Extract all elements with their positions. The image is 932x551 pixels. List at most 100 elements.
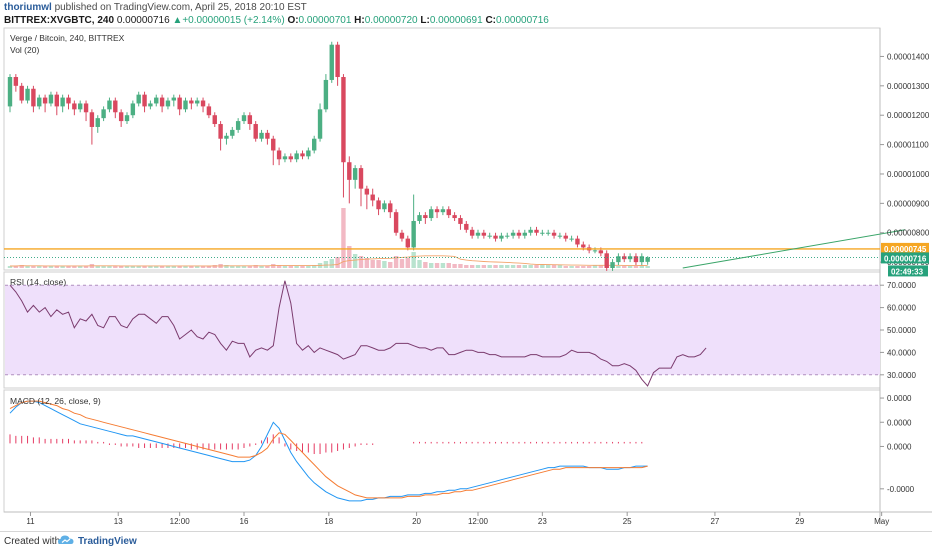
candle-body: [493, 235, 498, 239]
macd-tick-label: 0.0000: [887, 418, 912, 427]
candle-body: [13, 77, 19, 86]
candle-body: [113, 100, 118, 113]
candle-body: [411, 220, 416, 248]
time-tick-label: 11: [26, 517, 35, 526]
volume-bar: [540, 265, 545, 268]
volume-bar: [142, 266, 147, 268]
drawings[interactable]: [4, 229, 906, 269]
candle-body: [622, 256, 627, 260]
price-tick-label: 0.00001100: [887, 141, 929, 150]
candle-body: [89, 112, 95, 127]
candle-body: [165, 100, 171, 107]
volume-bar: [616, 266, 621, 268]
volume-bar: [300, 266, 305, 268]
volume-bar: [148, 266, 153, 268]
volume-bar: [259, 266, 264, 268]
candle-body: [317, 109, 323, 139]
rsi-tick-label: 30.0000: [887, 371, 916, 380]
candle-body: [329, 44, 334, 80]
volume-bar: [487, 265, 492, 268]
volume-bar: [481, 265, 487, 268]
candle-body: [230, 129, 235, 136]
candle-body: [522, 232, 527, 236]
candle-body: [376, 200, 381, 210]
macd-line: [9, 400, 648, 502]
candle-body: [475, 232, 481, 236]
candle-body: [282, 156, 288, 160]
volume-bar: [505, 265, 510, 268]
author-link[interactable]: thoriumwl: [4, 2, 52, 13]
tradingview-brand[interactable]: TradingView: [78, 536, 137, 547]
volume-bar: [253, 265, 258, 268]
candle-body: [118, 112, 124, 122]
candle-body: [341, 77, 346, 163]
volume-bar: [382, 261, 387, 268]
candle-body: [101, 109, 106, 119]
volume-bar: [551, 265, 557, 268]
candle-body: [171, 97, 176, 101]
candle-body: [200, 100, 206, 107]
volume-bar: [347, 246, 352, 268]
candle-body: [54, 94, 59, 107]
symbol-label: BITTREX:XVGBTC, 240: [4, 15, 115, 26]
candle-body: [382, 203, 387, 210]
volume-bar: [399, 259, 405, 268]
candle-body: [633, 256, 639, 263]
volume-bar: [83, 266, 89, 268]
volume-bar: [352, 254, 358, 268]
volume-bar: [306, 266, 311, 268]
high-label: H:: [354, 15, 365, 26]
candle-body: [83, 103, 89, 113]
candle-body: [358, 168, 364, 189]
volume-bar: [276, 265, 282, 268]
volume-bar: [434, 263, 440, 268]
candle-body: [265, 132, 270, 139]
volume-ma-line: [10, 255, 648, 267]
candle-body: [183, 100, 188, 110]
candle-body: [434, 209, 440, 213]
rsi-tick-label: 70.0000: [887, 281, 916, 290]
candle-body: [31, 88, 36, 107]
rsi-band: [5, 285, 880, 375]
volume-bar: [557, 265, 563, 268]
volume-bar: [417, 260, 422, 268]
volume-bar: [31, 266, 36, 268]
volume-indicator-label: Vol (20): [10, 45, 39, 55]
candle-body: [95, 118, 100, 127]
candle-body: [551, 232, 557, 236]
volume-bar: [130, 266, 136, 268]
candle-body: [388, 203, 393, 213]
volume-bar: [195, 266, 200, 268]
volume-bar: [136, 266, 141, 268]
volume-bar: [200, 266, 206, 268]
candle-body: [528, 229, 533, 233]
volume-bar: [452, 264, 457, 268]
candle-body: [505, 235, 510, 237]
price-pane[interactable]: [3, 27, 881, 271]
published-text: published on TradingView.com, April 25, …: [54, 2, 307, 13]
volume-bar: [95, 266, 100, 268]
macd-tick-label: 0.0000: [887, 394, 912, 403]
candle-body: [306, 150, 311, 157]
close-label: C:: [485, 15, 496, 26]
volume-bar: [622, 266, 627, 268]
volume-bar: [72, 266, 77, 268]
candle-body: [464, 223, 469, 230]
candle-body: [581, 244, 586, 248]
chart-canvas[interactable]: 0.00001400 0.00001300 0.00001200 0.00001100…: [0, 0, 932, 531]
candle-body: [72, 103, 77, 110]
volume-bar: [546, 265, 551, 268]
chart-header: thoriumwl published on TradingView.com, …: [0, 0, 932, 28]
volume-bar: [224, 265, 229, 268]
candle-body: [60, 97, 65, 107]
rsi-tick-label: 40.0000: [887, 348, 916, 357]
candle-body: [288, 156, 293, 160]
volume-bar: [247, 266, 253, 268]
volume-bar: [364, 258, 370, 268]
candle-body: [569, 238, 574, 240]
candle-body: [19, 85, 24, 101]
candle-body: [66, 97, 71, 104]
candle-body: [136, 94, 141, 104]
last-price: 0.00000716: [116, 15, 170, 26]
volume-bar: [282, 266, 288, 268]
